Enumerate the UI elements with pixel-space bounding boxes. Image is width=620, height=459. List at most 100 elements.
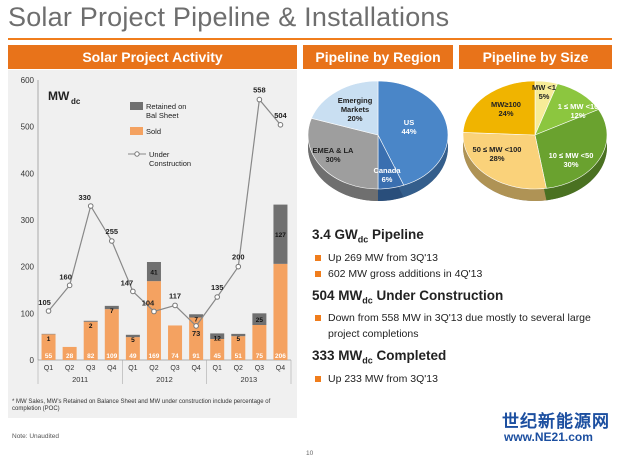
under-construction-value-label: 117 xyxy=(169,291,181,300)
sold-value-label: 75 xyxy=(256,353,264,360)
x-tick-label: Q4 xyxy=(191,365,200,372)
metric-title: Pipeline xyxy=(368,227,424,242)
bar-retained xyxy=(252,313,267,325)
under-construction-value-label: 504 xyxy=(274,111,287,120)
unaudited-note: Note: Unaudited xyxy=(12,433,59,440)
retained-value-label: 5 xyxy=(236,336,240,343)
metric-block: 333 MWdc Completed Up 233 MW from 3Q'13 xyxy=(312,348,612,387)
bar-retained xyxy=(231,333,246,337)
under-construction-point xyxy=(193,323,199,329)
bar-sold xyxy=(273,263,288,360)
chart-footnote: * MW Sales, MW's Retained on Balance She… xyxy=(12,399,271,412)
x-tick-label: Q3 xyxy=(255,365,264,372)
metric-value: 504 MW xyxy=(312,287,363,303)
retained-value-label: 127 xyxy=(275,232,286,239)
bar-retained xyxy=(210,333,225,339)
region-slice-label: Markets xyxy=(341,105,369,114)
under-construction-point xyxy=(87,203,94,209)
bar-retained xyxy=(189,314,204,318)
size-slice-label: 10 ≤ MW <50 xyxy=(549,151,594,160)
retained-value-label: 41 xyxy=(150,270,158,277)
legend-sold-swatch xyxy=(130,127,143,135)
x-tick-label: Q1 xyxy=(213,365,222,372)
y-tick-label: 400 xyxy=(21,169,35,178)
sold-value-label: 28 xyxy=(66,353,74,360)
legend-retained-line2: Bal Sheet xyxy=(146,111,179,120)
bar-retained xyxy=(83,320,98,322)
region-slice-label: Emerging xyxy=(338,96,373,105)
region-slice xyxy=(311,80,379,136)
region-slice-pct: 20% xyxy=(347,114,362,123)
bar-retained xyxy=(125,334,140,338)
under-construction-value-label: 200 xyxy=(232,253,245,262)
under-construction-point xyxy=(256,96,263,103)
sold-value-label: 109 xyxy=(106,353,117,360)
watermark-chinese: 世纪新能源网 xyxy=(502,412,610,431)
bar-sold xyxy=(41,334,56,360)
bar-sold xyxy=(104,309,119,360)
x-tick-label: Q3 xyxy=(170,365,179,372)
bullet-square-icon xyxy=(315,254,321,261)
region-slice-label: EMEA & LA xyxy=(313,146,355,155)
sold-value-label: 82 xyxy=(87,353,95,360)
metric-unit-subscript: dc xyxy=(362,356,373,367)
under-construction-value-label: 160 xyxy=(59,272,72,281)
sold-value-label: 206 xyxy=(275,353,286,360)
region-slice-label: Canada xyxy=(373,166,401,175)
retained-value-label: 12 xyxy=(214,335,222,342)
bar-retained xyxy=(273,204,288,264)
metric-bullet: Up 269 MW from 3Q'13 xyxy=(312,250,612,266)
under-construction-point xyxy=(130,288,136,295)
legend-sold-label: Sold xyxy=(146,127,161,136)
metric-heading: 504 MWdc Under Construction xyxy=(312,288,612,306)
retained-value-label: 7 xyxy=(110,308,114,315)
sold-value-label: 49 xyxy=(129,353,137,360)
under-construction-point xyxy=(214,294,221,300)
bar-sold xyxy=(252,325,267,360)
year-label: 2012 xyxy=(156,375,173,384)
title-divider xyxy=(8,38,612,40)
bar-sold xyxy=(189,317,204,360)
under-construction-point xyxy=(66,282,73,289)
bullet-text: 602 MW gross additions in 4Q'13 xyxy=(328,267,483,280)
region-slice xyxy=(307,117,379,190)
size-slice-pct: 28% xyxy=(489,154,504,163)
metric-value: 3.4 GW xyxy=(312,227,358,242)
sold-value-label: 51 xyxy=(235,353,243,360)
size-slice-pct: 24% xyxy=(498,109,513,118)
metric-unit-subscript: dc xyxy=(362,295,373,306)
x-tick-label: Q1 xyxy=(128,365,137,372)
x-tick-label: Q1 xyxy=(44,365,53,372)
metric-title: Under Construction xyxy=(372,287,504,303)
x-tick-label: Q3 xyxy=(86,365,95,372)
metric-block: 504 MWdc Under Construction Down from 558… xyxy=(312,288,612,343)
bar-sold xyxy=(168,325,183,360)
under-construction-value-label: 104 xyxy=(142,298,155,307)
metric-bullet: Down from 558 MW in 3Q'13 due mostly to … xyxy=(312,310,612,342)
region-slice-pct: 6% xyxy=(382,175,393,184)
retained-value-label: 7 xyxy=(194,316,198,323)
sold-value-label: 91 xyxy=(193,353,201,360)
y-tick-label: 600 xyxy=(21,76,35,85)
region-slice-pct: 44% xyxy=(401,127,416,136)
under-construction-point xyxy=(45,308,52,314)
under-construction-point xyxy=(108,238,115,244)
under-construction-point xyxy=(172,302,178,309)
region-panel-header: Pipeline by Region xyxy=(303,45,453,69)
x-tick-label: Q4 xyxy=(276,365,285,372)
bullet-text: Up 233 MW from 3Q'13 xyxy=(328,373,438,386)
bar-sold xyxy=(146,281,161,360)
under-construction-value-label: 558 xyxy=(253,86,266,95)
watermark-url: www.NE21.com xyxy=(504,430,593,444)
legend-construction-line2: Construction xyxy=(149,159,191,168)
metric-value: 333 MW xyxy=(312,348,363,364)
metric-title: Completed xyxy=(372,348,447,364)
metric-heading: 3.4 GWdc Pipeline xyxy=(312,227,612,245)
y-tick-label: 200 xyxy=(21,263,35,272)
bullet-square-icon xyxy=(315,376,321,383)
bullet-text: Down from 558 MW in 3Q'13 due mostly to … xyxy=(328,312,591,341)
size-panel-header: Pipeline by Size xyxy=(459,45,612,69)
bullet-text: Up 269 MW from 3Q'13 xyxy=(328,251,438,264)
